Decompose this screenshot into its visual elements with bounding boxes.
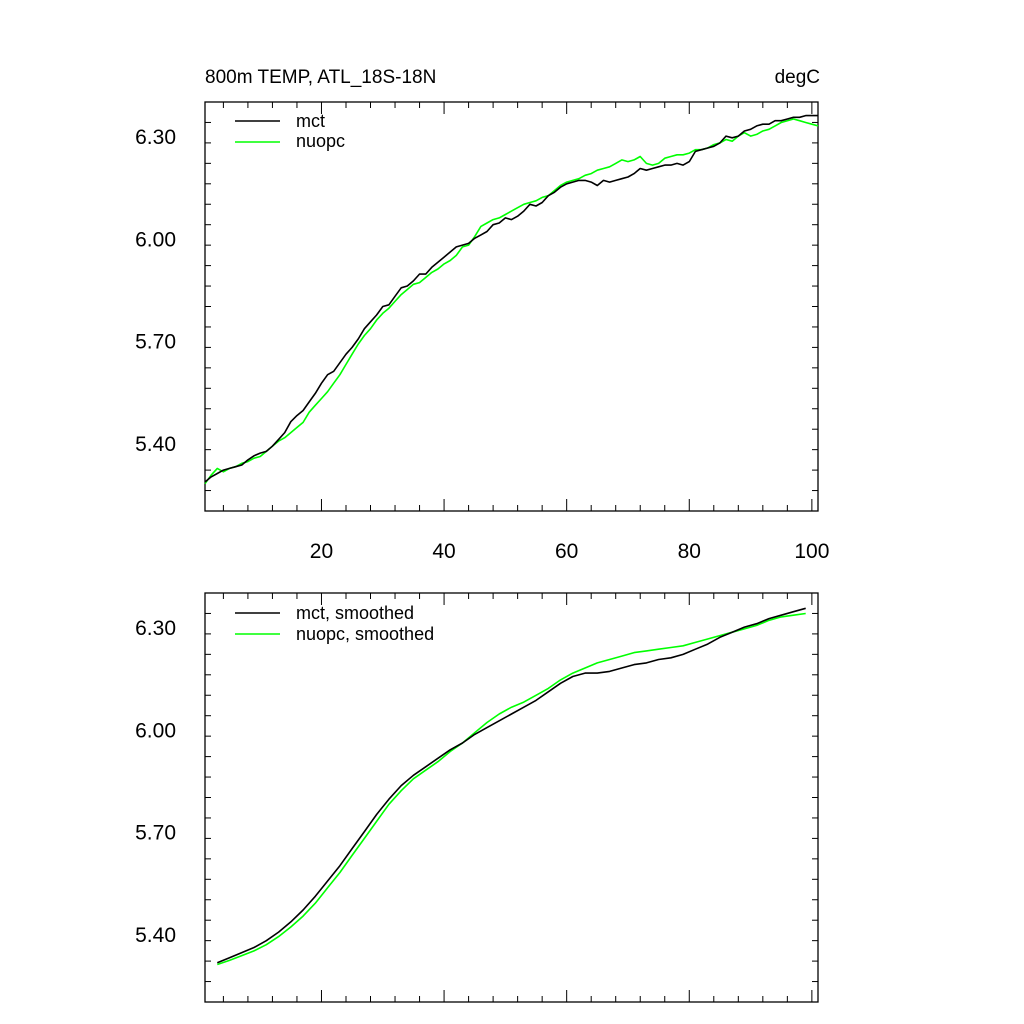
x-tick-label: 100 [794, 540, 829, 563]
y-tick-label: 6.30 [135, 617, 176, 640]
series-line-mct [204, 114, 818, 483]
legend: mct nuopc [235, 111, 345, 151]
series-layer [216, 607, 806, 966]
top-panel: 800m TEMP, ATL_18S-18N degC 5.40 5.70 6.00… [135, 67, 829, 563]
y-tick-label: 5.40 [135, 924, 176, 947]
bottom-panel: 5.40 5.70 6.00 6.30 mct, smoothed nuopc, sm… [135, 592, 819, 1003]
tick-marks [205, 592, 818, 1003]
legend-label-nuopc-smoothed: nuopc, smoothed [296, 624, 434, 644]
y-tick-label: 5.40 [135, 433, 176, 456]
y-tick-label: 6.00 [135, 719, 176, 742]
y-tick-label: 5.70 [135, 822, 176, 845]
y-tick-label: 5.70 [135, 331, 176, 354]
x-tick-label: 20 [310, 540, 333, 563]
x-tick-labels: 20 40 60 80 100 [310, 540, 830, 563]
series-line-nuopc-smoothed [217, 612, 806, 966]
units-label: degC [775, 67, 820, 88]
y-tick-label: 6.00 [135, 228, 176, 251]
tick-marks [205, 101, 818, 512]
series-line-mct-smoothed [216, 607, 806, 964]
series-layer [204, 114, 819, 485]
x-tick-label: 40 [432, 540, 455, 563]
legend: mct, smoothed nuopc, smoothed [235, 603, 434, 644]
legend-label-mct-smoothed: mct, smoothed [296, 603, 414, 623]
series-line-nuopc [204, 118, 819, 485]
x-tick-label: 80 [678, 540, 701, 563]
y-tick-labels: 5.40 5.70 6.00 6.30 [135, 617, 176, 947]
y-tick-label: 6.30 [135, 126, 176, 149]
y-tick-labels: 5.40 5.70 6.00 6.30 [135, 126, 176, 456]
legend-label-mct: mct [296, 111, 325, 131]
plot-frame [204, 592, 819, 1003]
chart-title: 800m TEMP, ATL_18S-18N [205, 67, 436, 88]
x-tick-label: 60 [555, 540, 578, 563]
plot-frame [204, 101, 819, 512]
legend-label-nuopc: nuopc [296, 131, 345, 151]
